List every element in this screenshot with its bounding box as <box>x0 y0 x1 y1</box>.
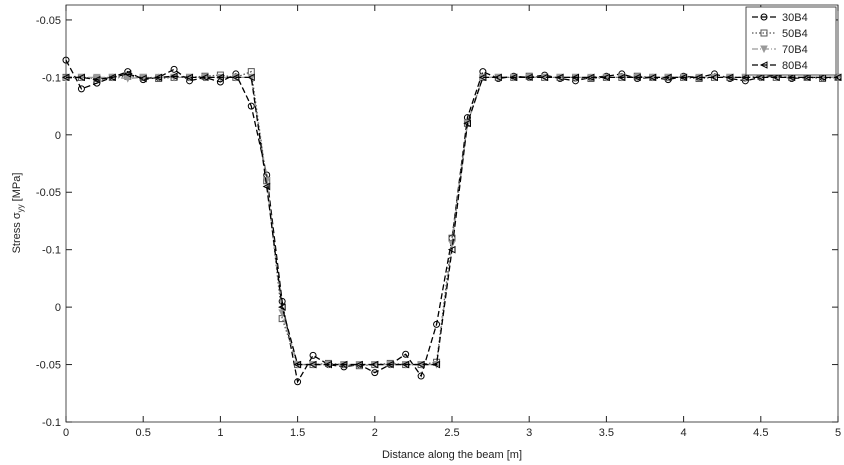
marker <box>571 73 580 82</box>
plot-area <box>65 4 839 423</box>
marker <box>760 45 768 54</box>
marker <box>170 65 178 73</box>
x-tick-label: 2 <box>372 427 378 439</box>
y-label-sub: yy <box>16 204 25 212</box>
marker <box>760 13 768 21</box>
marker <box>725 73 734 82</box>
y-label-text: Stress σ <box>11 212 23 253</box>
legend: 30B4 50B4 70B4 80B4 <box>745 6 837 76</box>
marker <box>679 73 688 82</box>
marker <box>555 73 564 82</box>
marker <box>463 119 471 128</box>
x-tick-label: 1 <box>217 427 223 439</box>
marker <box>123 70 132 78</box>
x-tick-label: 0 <box>63 427 69 439</box>
marker <box>803 73 811 82</box>
marker <box>309 351 317 359</box>
marker <box>62 56 70 64</box>
marker <box>772 73 780 82</box>
series-line <box>65 59 838 384</box>
marker <box>602 73 610 82</box>
legend-label: 30B4 <box>782 12 808 24</box>
marker <box>402 350 410 358</box>
marker <box>447 245 456 254</box>
marker <box>154 73 163 82</box>
marker <box>185 73 194 82</box>
marker <box>108 73 116 82</box>
marker <box>494 73 502 82</box>
legend-label: 80B4 <box>782 60 808 72</box>
x-tick-label: 3 <box>526 427 532 439</box>
marker <box>92 75 101 84</box>
marker <box>741 73 749 82</box>
marker <box>308 360 317 369</box>
x-axis-label: Distance along the beam [m] <box>382 449 522 461</box>
marker <box>417 372 425 380</box>
marker <box>139 74 147 83</box>
y-tick-label: 0 <box>55 302 61 314</box>
marker <box>760 29 768 37</box>
x-tick-label: 3.5 <box>599 427 614 439</box>
marker <box>231 73 240 82</box>
x-tick-label: 0.5 <box>136 427 151 439</box>
y-tick-label: -0.1 <box>42 72 61 84</box>
marker <box>617 73 626 82</box>
marker <box>61 73 70 82</box>
y-tick-label: -0.05 <box>36 360 61 372</box>
marker <box>833 73 842 82</box>
y-tick-label: -0.1 <box>42 245 61 257</box>
marker <box>648 73 657 82</box>
marker <box>278 303 286 311</box>
x-tick-label: 2.5 <box>444 427 459 439</box>
marker <box>694 73 703 82</box>
marker <box>509 73 518 82</box>
y-axis-label: Stress σyy [MPa] <box>11 173 25 254</box>
x-tick-label: 5 <box>835 427 841 439</box>
marker <box>540 73 549 82</box>
marker <box>169 72 178 81</box>
marker <box>216 73 224 82</box>
y-tick-label: -0.05 <box>36 187 61 199</box>
marker <box>371 369 379 377</box>
marker <box>401 360 410 369</box>
marker <box>759 61 768 69</box>
marker <box>417 360 425 369</box>
legend-label: 50B4 <box>782 28 808 40</box>
y-tick-label: 0 <box>55 130 61 142</box>
marker <box>586 73 595 82</box>
marker <box>293 360 302 369</box>
marker <box>339 360 348 369</box>
marker <box>247 102 255 110</box>
marker <box>525 73 533 82</box>
marker <box>432 360 441 369</box>
marker <box>710 73 718 82</box>
x-tick-label: 4 <box>681 427 687 439</box>
marker <box>478 73 487 82</box>
marker <box>294 378 302 386</box>
marker <box>370 360 379 369</box>
marker <box>77 85 85 93</box>
marker <box>756 73 765 82</box>
marker <box>433 320 441 328</box>
marker <box>247 73 255 82</box>
marker <box>386 360 394 369</box>
marker <box>77 73 85 82</box>
marker <box>200 73 209 82</box>
x-tick-label: 1.5 <box>290 427 305 439</box>
marker <box>262 182 271 191</box>
marker <box>324 360 332 369</box>
marker <box>818 73 827 82</box>
x-tick-label: 4.5 <box>753 427 768 439</box>
legend-label: 70B4 <box>782 44 808 56</box>
marker <box>355 360 363 369</box>
y-tick-label: -0.1 <box>42 417 61 429</box>
marker <box>633 73 641 82</box>
series-line <box>66 73 838 366</box>
y-label-suffix: [MPa] <box>11 173 23 205</box>
marker <box>664 73 672 82</box>
marker <box>787 73 796 82</box>
y-tick-label: -0.05 <box>36 15 61 27</box>
